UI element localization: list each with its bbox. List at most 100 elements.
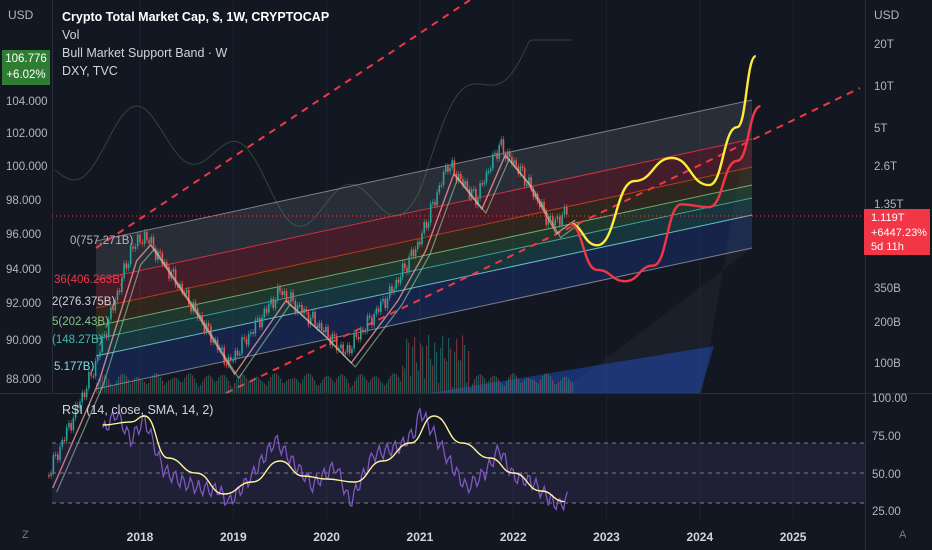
volume-bar [230, 385, 232, 393]
volume-bar [102, 375, 104, 393]
volume-bar [358, 374, 360, 393]
volume-bar [534, 380, 536, 393]
left-axis-tick: 92.000 [6, 298, 41, 310]
volume-bar [434, 342, 436, 393]
volume-bar [496, 376, 498, 393]
symbol-title[interactable]: Crypto Total Market Cap, $, 1W, CRYPTOCA… [62, 10, 330, 24]
volume-bar [508, 377, 510, 393]
left-axis-tick: 94.000 [6, 264, 41, 276]
volume-bar [238, 375, 240, 393]
x-tick-label: 2020 [313, 530, 340, 544]
volume-bar [220, 375, 222, 393]
volume-bar [424, 378, 426, 393]
volume-bar [232, 387, 234, 393]
regression-band [96, 185, 752, 339]
volume-bar [98, 379, 100, 393]
x-tick-label: 2025 [780, 530, 807, 544]
volume-bar [280, 378, 282, 393]
volume-bar [368, 382, 370, 393]
volume-bar [216, 380, 218, 393]
volume-bar [106, 376, 108, 393]
fib-level-label: 5.177B) [54, 361, 94, 373]
volume-bar [432, 365, 434, 393]
volume-bar [208, 375, 210, 393]
rsi-line [102, 408, 568, 512]
volume-bar [104, 375, 106, 393]
volume-bar [278, 375, 280, 393]
volume-bar [416, 362, 418, 393]
volume-bar [128, 379, 130, 393]
rsi-axis-tick: 50.00 [872, 469, 901, 481]
volume-bar [206, 375, 208, 393]
x-tick-label: 2019 [220, 530, 247, 544]
projection-red-curve [568, 105, 761, 283]
volume-bar [562, 377, 564, 393]
volume-bar [152, 375, 154, 393]
log-scale-toggle[interactable]: Z [22, 529, 29, 541]
volume-bar [540, 379, 542, 393]
volume-bar [514, 373, 516, 393]
volume-bar [526, 378, 528, 393]
volume-bar [336, 378, 338, 393]
volume-bar [322, 379, 324, 393]
rsi-axis-tick: 25.00 [872, 506, 901, 518]
volume-bar [142, 380, 144, 393]
volume-bar [256, 376, 258, 393]
volume-bar [270, 376, 272, 393]
right-axis-tick: 350B [874, 283, 901, 295]
volume-bar [566, 376, 568, 393]
chart-legend: Crypto Total Market Cap, $, 1W, CRYPTOCA… [62, 8, 329, 80]
volume-bar [444, 358, 446, 393]
volume-bar [396, 374, 398, 393]
volume-bar [294, 378, 296, 393]
volume-bar [402, 365, 404, 393]
volume-bar [124, 374, 126, 393]
volume-bar [200, 384, 202, 393]
volume-bar [242, 373, 244, 393]
volume-bar [380, 381, 382, 393]
volume-bar [384, 385, 386, 393]
volume-bar [328, 375, 330, 393]
volume-bar [258, 377, 260, 393]
rsi-axis-tick: 75.00 [872, 431, 901, 443]
volume-bar [428, 334, 430, 393]
left-axis-tick: 88.000 [6, 374, 41, 386]
support-band-indicator-label[interactable]: Bull Market Support Band · W [62, 46, 228, 60]
volume-bar [306, 373, 308, 393]
volume-bar [440, 347, 442, 393]
auto-scale-toggle[interactable]: A [899, 529, 907, 541]
right-axis-tick: 5T [874, 123, 887, 135]
regression-line [95, 197, 753, 340]
volume-bar [316, 384, 318, 393]
volume-bar [260, 379, 262, 393]
volume-bar [348, 382, 350, 393]
volume-bar [248, 381, 250, 393]
market-cap-change: +6447.23% [871, 226, 927, 239]
right-axis-tick: 100B [874, 358, 901, 370]
volume-bar [500, 382, 502, 393]
volume-bar [156, 373, 158, 393]
compare-symbol-label[interactable]: DXY, TVC [62, 64, 118, 78]
dxy-change: +6.02% [6, 69, 46, 81]
volume-bar [330, 377, 332, 393]
volume-bar [114, 385, 116, 393]
left-axis-tick: 100.000 [6, 161, 48, 173]
right-axis-tick: 10T [874, 81, 894, 93]
volume-bar [150, 378, 152, 393]
volume-bar [184, 377, 186, 393]
volume-bar [422, 346, 424, 393]
volume-bar [212, 378, 214, 393]
volume-bar [436, 352, 438, 393]
regression-line [95, 138, 753, 281]
volume-indicator-label[interactable]: Vol [62, 28, 80, 42]
volume-bar [218, 377, 220, 393]
volume-bar [250, 381, 252, 393]
volume-bar [164, 384, 166, 393]
x-tick-label: 2023 [593, 530, 620, 544]
rsi-indicator-label[interactable]: RSI (14, close, SMA, 14, 2) [62, 403, 214, 417]
volume-bar [282, 382, 284, 393]
rsi-axis-tick: 100.00 [872, 393, 907, 405]
volume-bar [504, 385, 506, 393]
